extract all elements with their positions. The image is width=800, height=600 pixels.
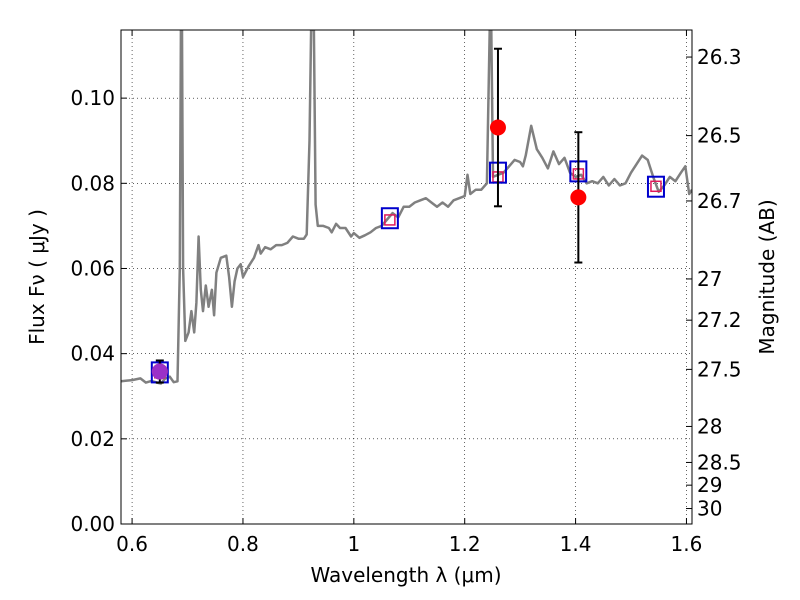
band-square-marker xyxy=(646,175,665,198)
mag-tick-label: 28.5 xyxy=(697,450,742,474)
y-tick-label: 0.06 xyxy=(70,256,115,280)
y-axis-label-right: Magnitude (AB) xyxy=(755,199,779,354)
ticks: 0.6 0.8 1 1.2 1.4 1.6 0.00 0.02 0.04 0.06 0.08 0.10… xyxy=(70,30,742,556)
mag-tick-label: 27.2 xyxy=(697,308,742,332)
plot-frame xyxy=(120,29,693,525)
x-tick-label: 1.2 xyxy=(449,532,481,556)
y-tick-label: 0.10 xyxy=(70,86,115,110)
y-tick-label: 0.00 xyxy=(70,512,115,536)
x-tick-label: 0.8 xyxy=(227,532,259,556)
y-tick-label: 0.02 xyxy=(70,427,115,451)
mag-tick-label: 27.5 xyxy=(697,357,742,381)
mag-tick-label: 30 xyxy=(697,497,722,521)
x-tick-label: 1 xyxy=(347,532,360,556)
mag-tick-label: 26.7 xyxy=(697,189,742,213)
spectrum-line xyxy=(121,30,692,385)
observed-point xyxy=(489,119,506,136)
highlight-point xyxy=(151,363,168,380)
data-layer xyxy=(121,30,692,385)
model-point xyxy=(384,214,396,226)
x-tick-label: 1.6 xyxy=(671,532,703,556)
x-axis-label: Wavelength λ (μm) xyxy=(310,563,501,587)
x-tick-label: 1.4 xyxy=(560,532,592,556)
x-tick-label: 0.6 xyxy=(116,532,148,556)
band-square-marker xyxy=(380,207,399,230)
mag-tick-label: 26.3 xyxy=(697,45,742,69)
mag-tick-label: 27 xyxy=(697,267,722,291)
mag-tick-label: 29 xyxy=(697,473,722,497)
y-tick-label: 0.04 xyxy=(70,342,115,366)
y-axis-label-left: Flux Fν ( μJy ) xyxy=(25,209,49,345)
model-point xyxy=(650,180,662,193)
y-tick-label: 0.08 xyxy=(70,171,115,195)
mag-tick-label: 28 xyxy=(697,414,722,438)
mag-tick-label: 26.5 xyxy=(697,124,742,148)
plot-area xyxy=(121,30,692,524)
observed-point xyxy=(570,189,587,206)
